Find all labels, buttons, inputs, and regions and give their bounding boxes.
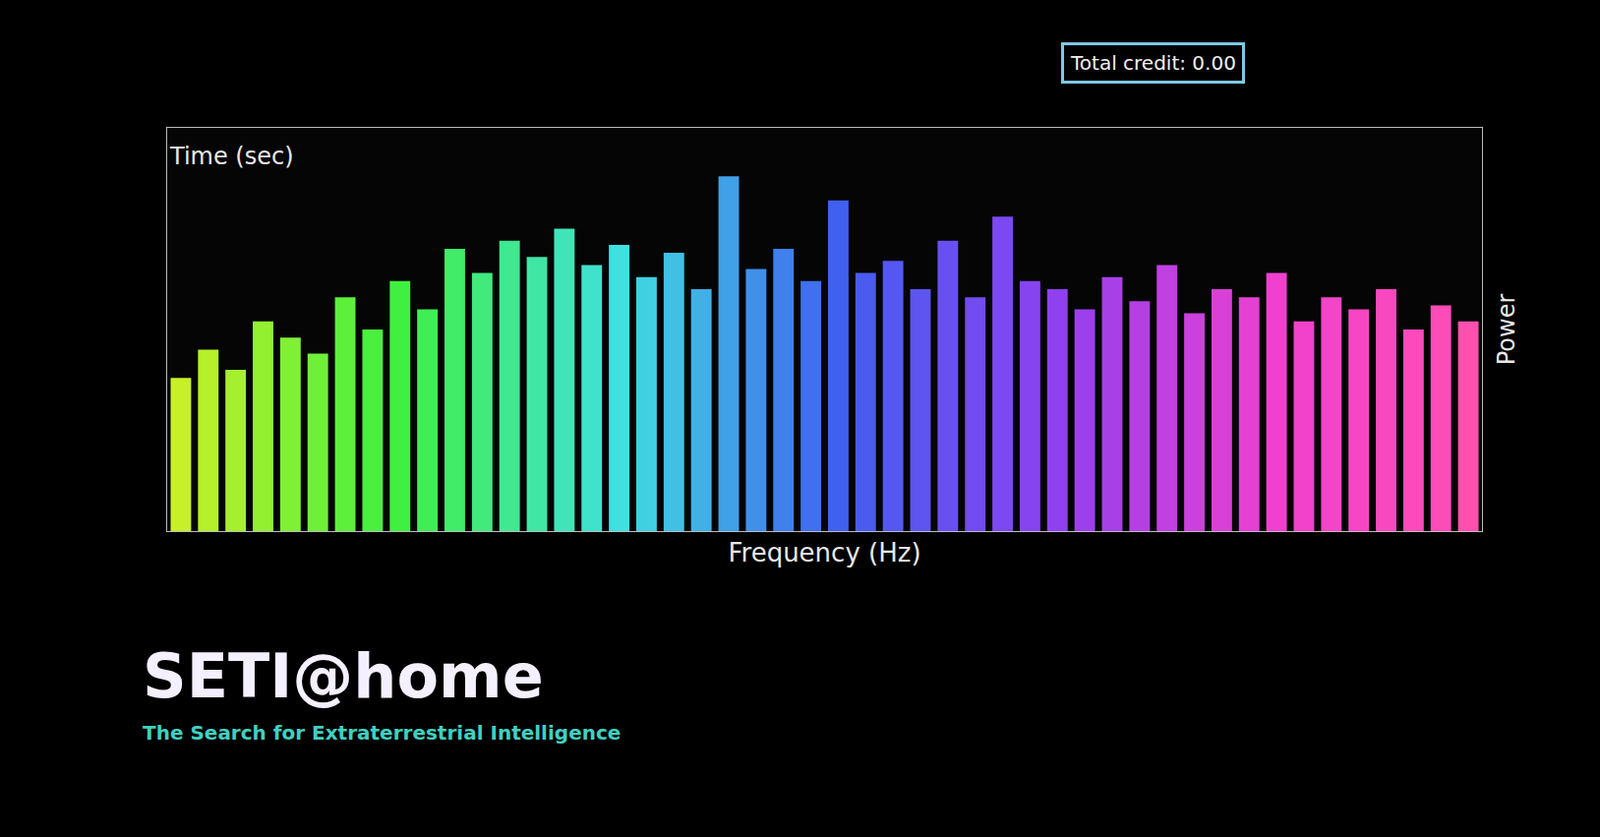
svg-text:The Search for Extraterrestria: The Search for Extraterrestrial Intellig…: [142, 720, 621, 745]
svg-text:Time (sec): Time (sec): [169, 142, 295, 171]
svg-text:Frequency (Hz): Frequency (Hz): [727, 537, 921, 568]
svg-text:Power: Power: [1492, 294, 1521, 366]
svg-text:SETI@home: SETI@home: [142, 640, 544, 712]
svg-text:Total credit: 0.00: Total credit: 0.00: [1069, 51, 1237, 75]
